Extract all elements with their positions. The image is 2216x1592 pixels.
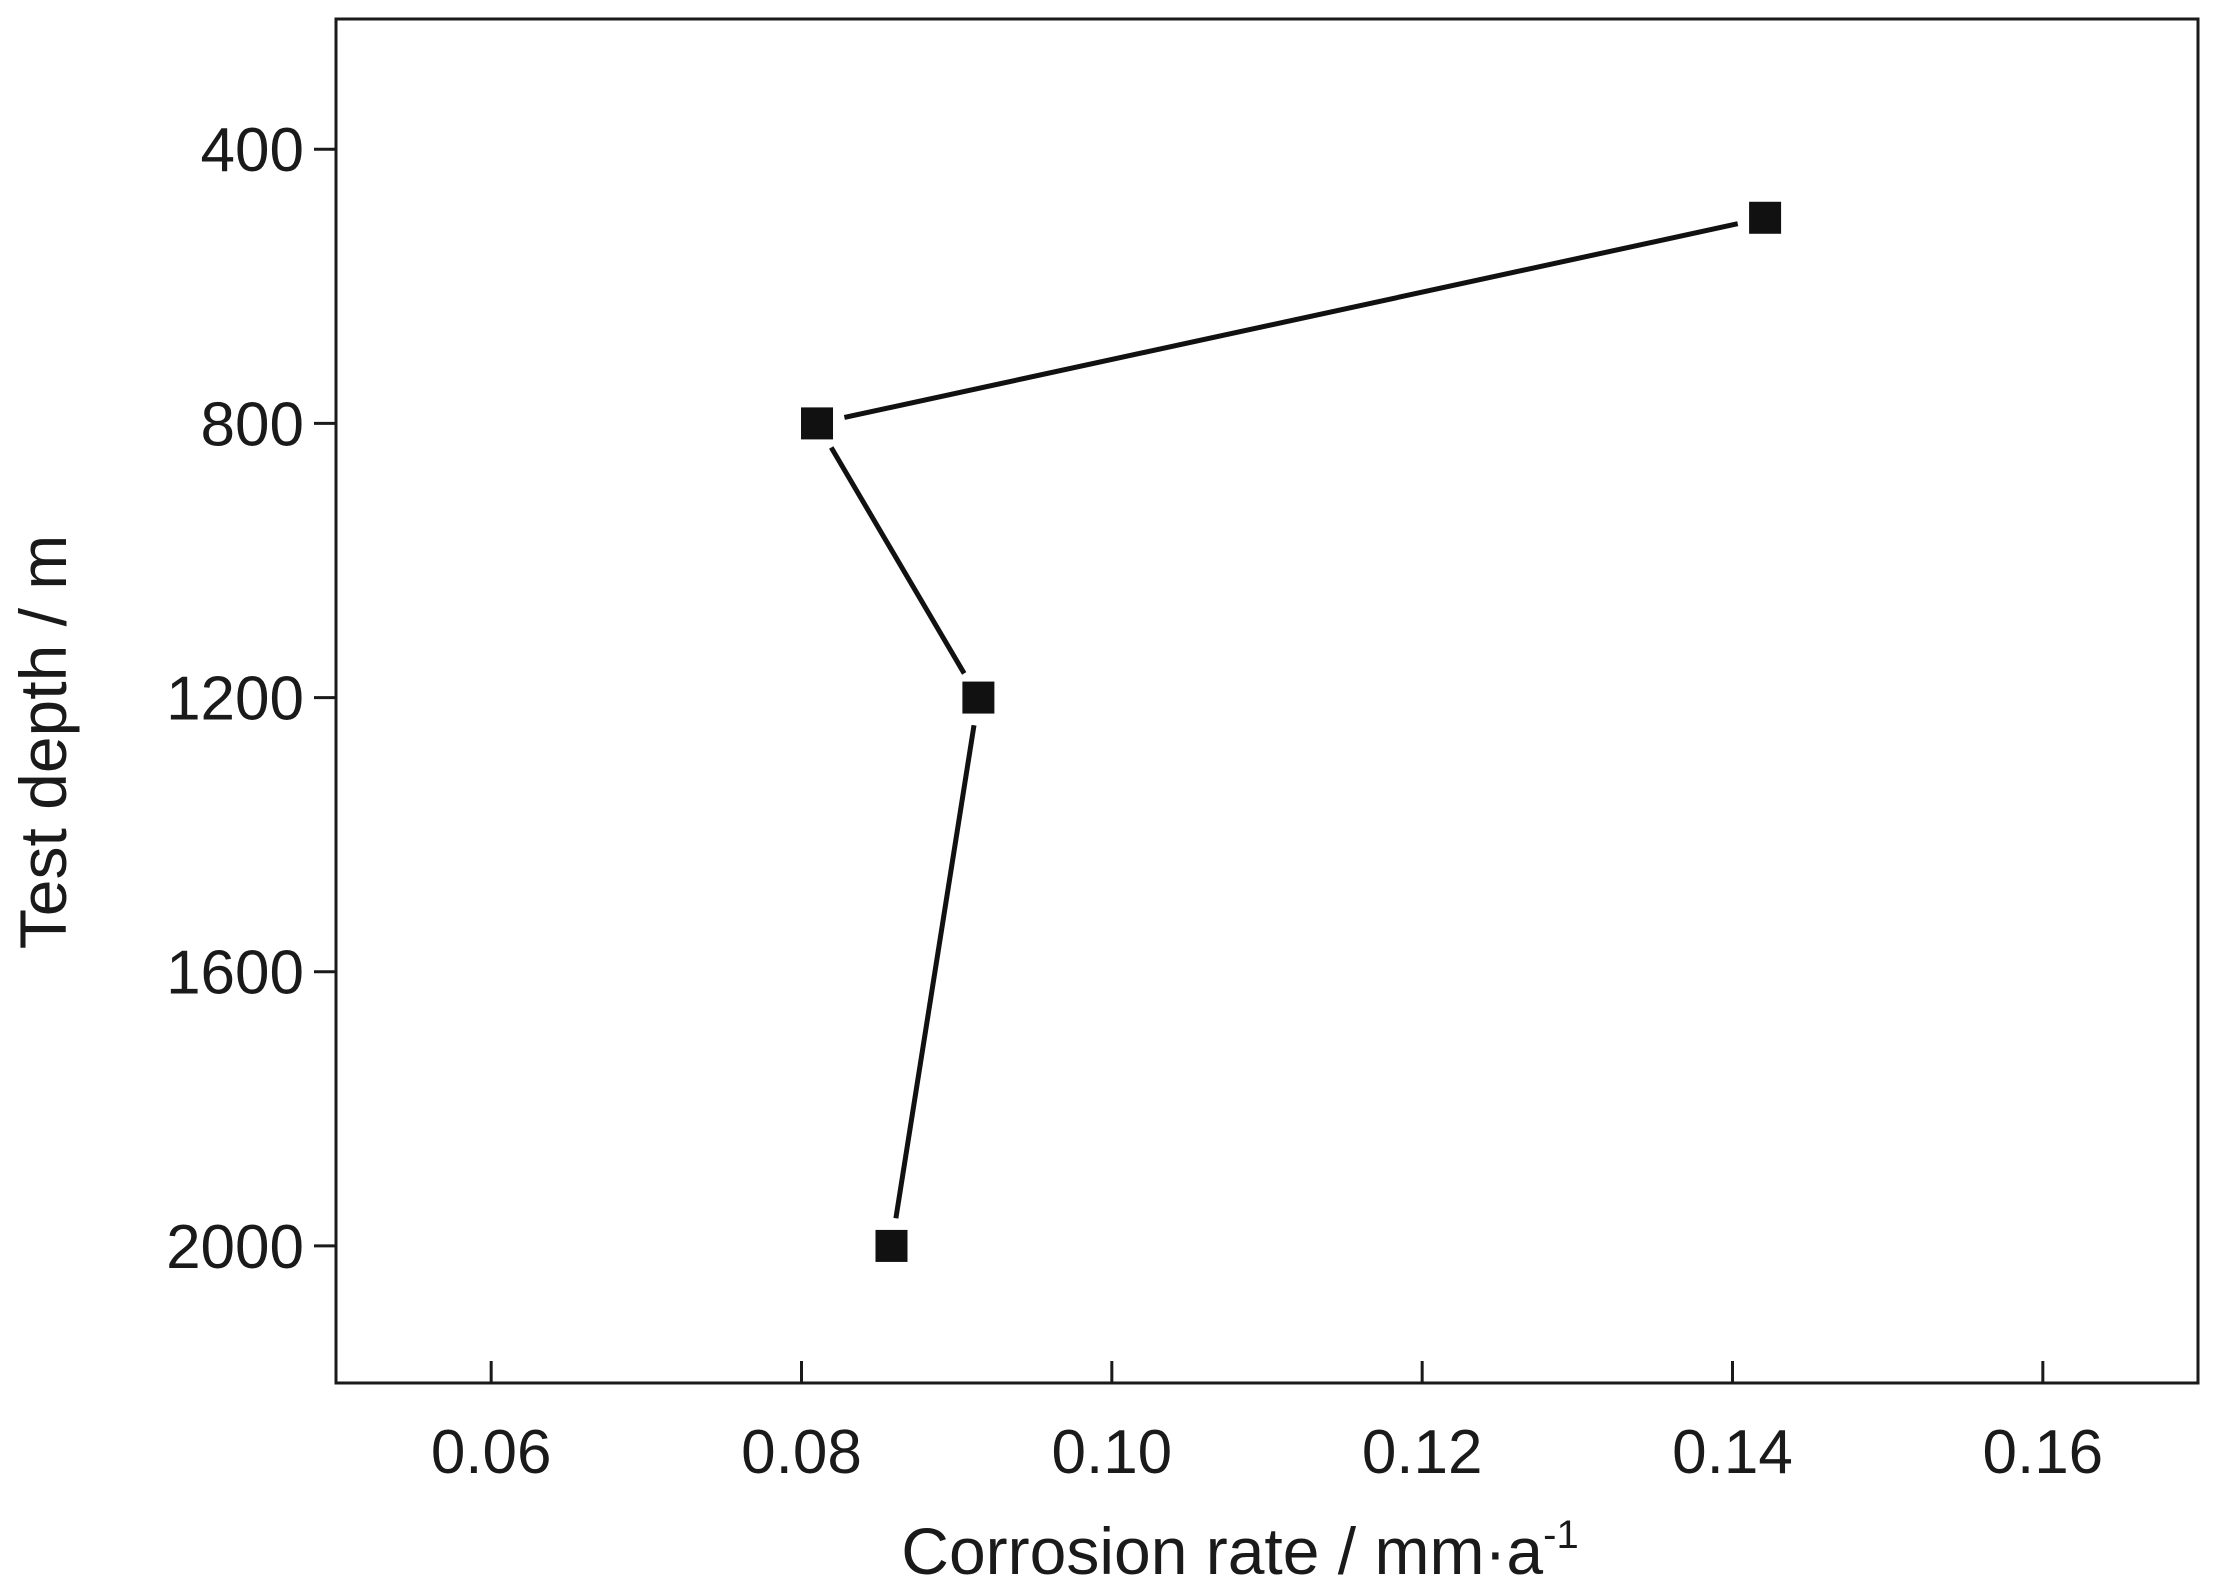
y-tick-label: 2000 — [166, 1213, 304, 1282]
x-axis: 0.06 0.08 0.10 0.12 0.14 0.16 — [431, 1361, 2103, 1487]
x-tick-label: 0.10 — [1051, 1418, 1172, 1487]
data-point-marker — [1749, 201, 1782, 234]
x-tick-label: 0.06 — [431, 1418, 552, 1487]
data-point-marker — [801, 407, 834, 440]
x-tick-label: 0.16 — [1982, 1418, 2103, 1487]
x-tick-label: 0.12 — [1362, 1418, 1483, 1487]
x-axis-title: Corrosion rate / mm·a-1 — [901, 1513, 1578, 1588]
y-tick-label: 1600 — [166, 939, 304, 1008]
series-line-segment — [893, 724, 977, 1219]
y-tick-label: 1200 — [166, 665, 304, 734]
data-series — [801, 201, 1782, 1262]
x-axis-title-superscript: -1 — [1543, 1513, 1579, 1557]
x-tick-label: 0.08 — [741, 1418, 862, 1487]
plot-frame — [334, 17, 2200, 1385]
y-tick-label: 800 — [201, 390, 304, 459]
x-tick-label: 0.14 — [1672, 1418, 1793, 1487]
y-axis-title: Test depth / m — [6, 535, 80, 950]
data-point-marker — [875, 1229, 908, 1262]
x-axis-title-text: Corrosion rate / mm·a — [901, 1514, 1543, 1588]
series-line-segment — [829, 446, 967, 675]
data-point-marker — [962, 681, 995, 714]
series-line-segment — [843, 221, 1739, 420]
y-tick-label: 400 — [201, 116, 304, 185]
y-axis: 400 800 1200 1600 2000 — [166, 116, 336, 1282]
